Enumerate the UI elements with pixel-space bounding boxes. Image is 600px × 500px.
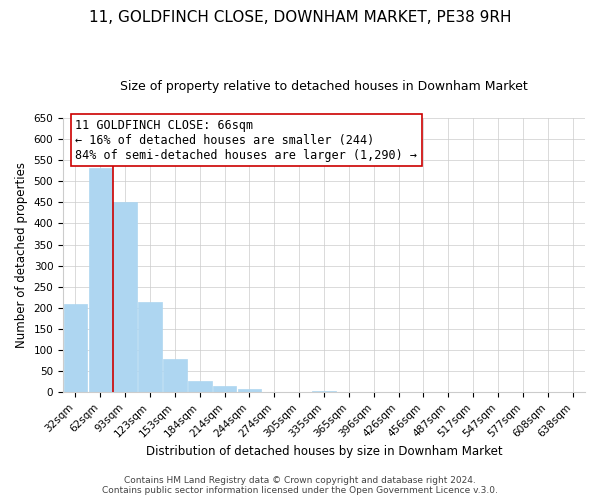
Bar: [213, 386, 236, 392]
Title: Size of property relative to detached houses in Downham Market: Size of property relative to detached ho…: [120, 80, 528, 93]
Bar: [238, 389, 261, 392]
Bar: [163, 360, 187, 392]
Bar: [312, 391, 336, 392]
Text: Contains HM Land Registry data © Crown copyright and database right 2024.
Contai: Contains HM Land Registry data © Crown c…: [102, 476, 498, 495]
Bar: [89, 168, 112, 392]
Text: 11, GOLDFINCH CLOSE, DOWNHAM MARKET, PE38 9RH: 11, GOLDFINCH CLOSE, DOWNHAM MARKET, PE3…: [89, 10, 511, 25]
Text: 11 GOLDFINCH CLOSE: 66sqm
← 16% of detached houses are smaller (244)
84% of semi: 11 GOLDFINCH CLOSE: 66sqm ← 16% of detac…: [76, 118, 418, 162]
Bar: [64, 304, 87, 392]
Bar: [113, 202, 137, 392]
Bar: [188, 380, 212, 392]
Bar: [138, 302, 162, 392]
X-axis label: Distribution of detached houses by size in Downham Market: Distribution of detached houses by size …: [146, 444, 502, 458]
Y-axis label: Number of detached properties: Number of detached properties: [15, 162, 28, 348]
